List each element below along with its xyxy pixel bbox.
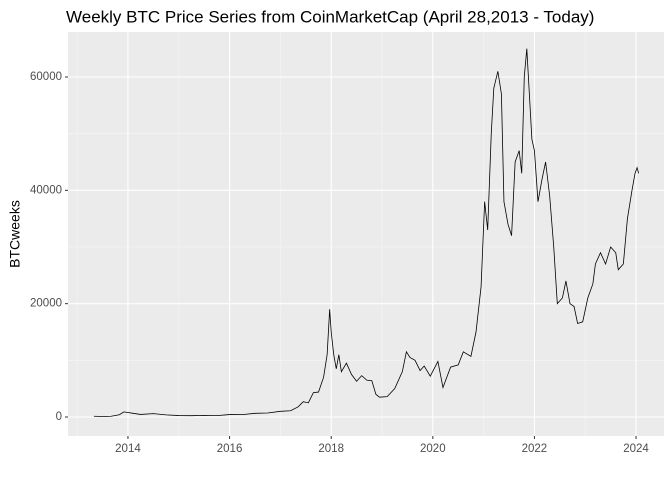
x-tick-label: 2024: [623, 443, 649, 455]
x-tick-label: 2018: [318, 443, 344, 455]
y-tick-label: 20000: [30, 298, 62, 310]
y-tick-label: 0: [56, 411, 62, 423]
y-tick-label: 60000: [30, 71, 62, 83]
panel: [68, 32, 664, 436]
y-axis-label: BTCweeks: [7, 200, 23, 268]
x-tick-label: 2022: [522, 443, 548, 455]
line: [93, 48, 639, 417]
x-tick-label: 2014: [115, 443, 141, 455]
chart-title: Weekly BTC Price Series from CoinMarketC…: [66, 7, 594, 26]
x-tick-label: 2020: [420, 443, 446, 455]
x-tick-label: 2016: [217, 443, 243, 455]
y-tick-label: 40000: [30, 184, 62, 196]
